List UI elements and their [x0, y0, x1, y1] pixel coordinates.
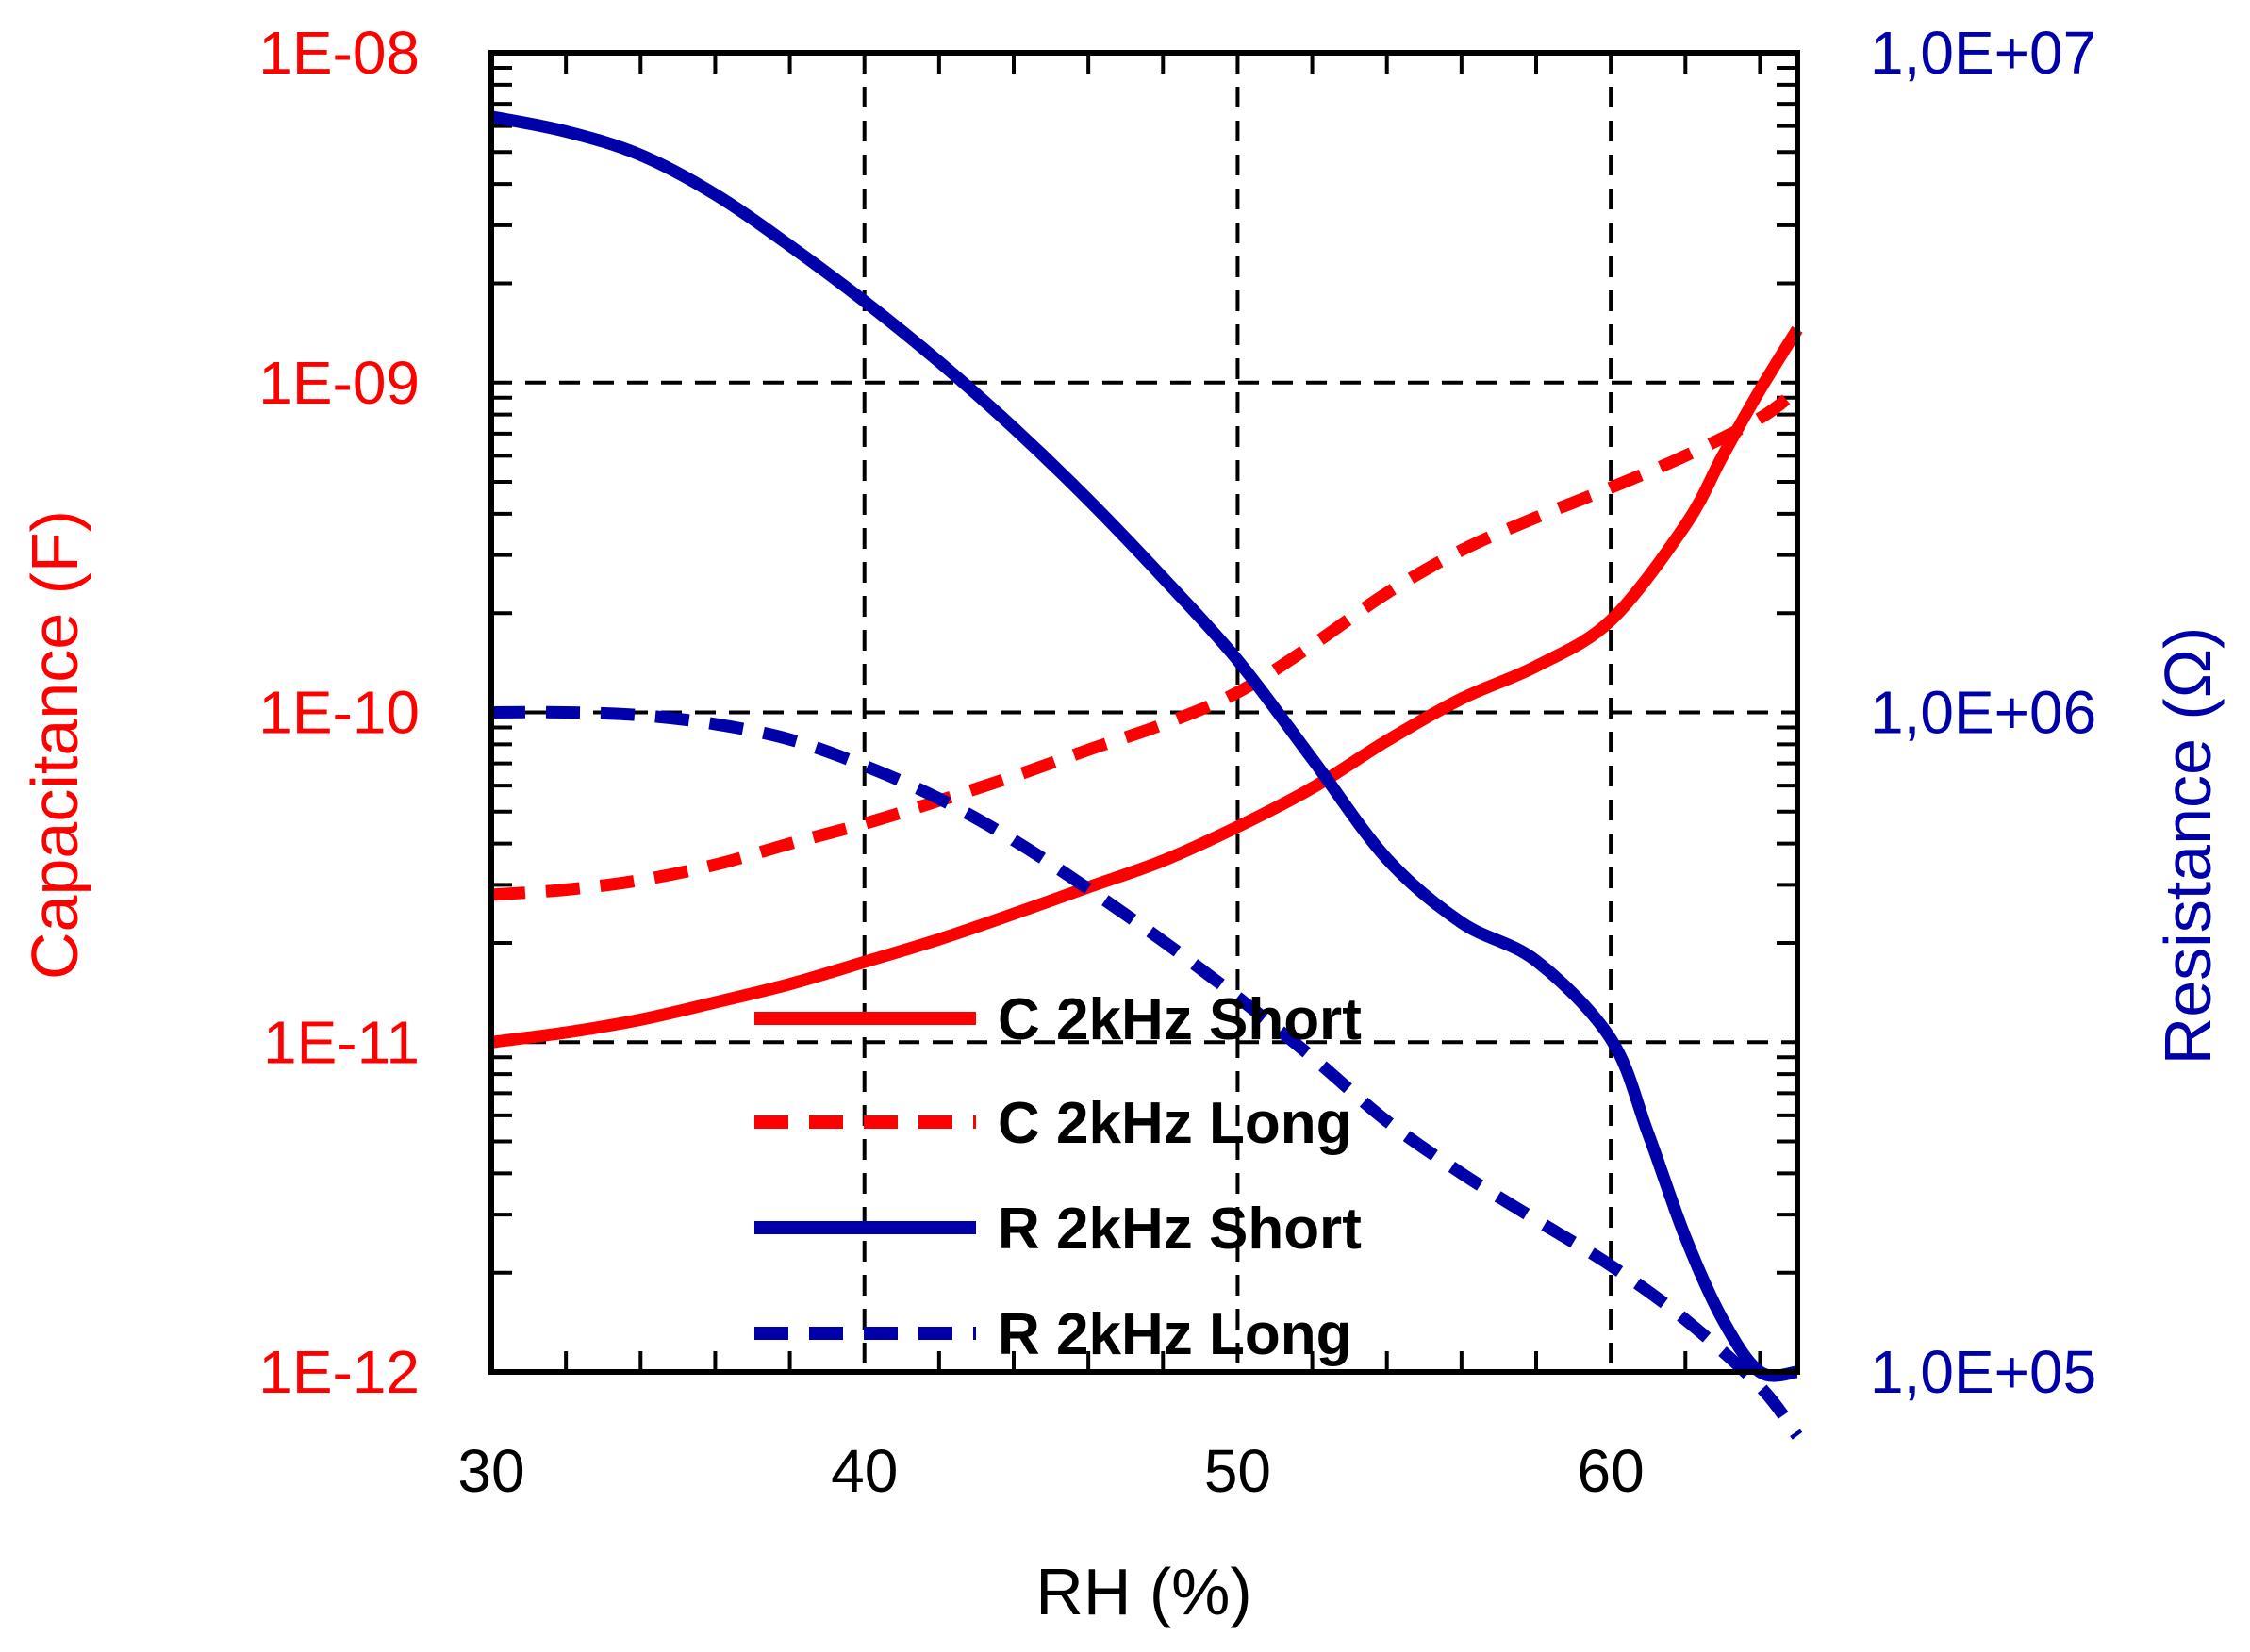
y-left-tick-label: 1E-12 [258, 1338, 420, 1406]
x-tick-label: 40 [831, 1437, 898, 1505]
y-right-tick-label: 1,0E+05 [1870, 1338, 2096, 1406]
plot-frame [488, 50, 1800, 1375]
minor-ticks [491, 53, 1797, 1372]
x-tick-label: 30 [457, 1437, 524, 1505]
legend-label: R 2kHz Short [998, 1197, 1362, 1262]
legend-label: C 2kHz Short [998, 987, 1362, 1052]
y-right-axis-title: Resistance (Ω) [2151, 627, 2225, 1066]
x-tick-label: 60 [1578, 1437, 1645, 1505]
y-left-tick-label: 1E-08 [258, 19, 420, 87]
y-right-tick-label: 1,0E+06 [1870, 679, 2096, 747]
legend-label: C 2kHz Long [998, 1091, 1351, 1156]
x-axis-title: RH (%) [1035, 1555, 1251, 1628]
y-left-tick-label: 1E-10 [258, 679, 420, 747]
series-line-c-2khz-short [490, 325, 1803, 1049]
y-left-tick-label: 1E-09 [258, 349, 420, 417]
series-line-c-2khz-long [490, 385, 1802, 901]
y-right-tick-label: 1,0E+07 [1870, 19, 2096, 87]
legend-label: R 2kHz Long [998, 1302, 1351, 1367]
y-left-tick-label: 1E-11 [263, 1008, 420, 1076]
series-line-r-2khz-short [489, 110, 1798, 1382]
y-left-axis-title: Capacitance (F) [18, 510, 91, 980]
legend: C 2kHz Short C 2kHz Long R 2kHz Short R … [754, 987, 1362, 1367]
series-line-r-2khz-long [490, 705, 1803, 1440]
data-series [489, 110, 1803, 1440]
x-tick-label: 50 [1204, 1437, 1271, 1505]
